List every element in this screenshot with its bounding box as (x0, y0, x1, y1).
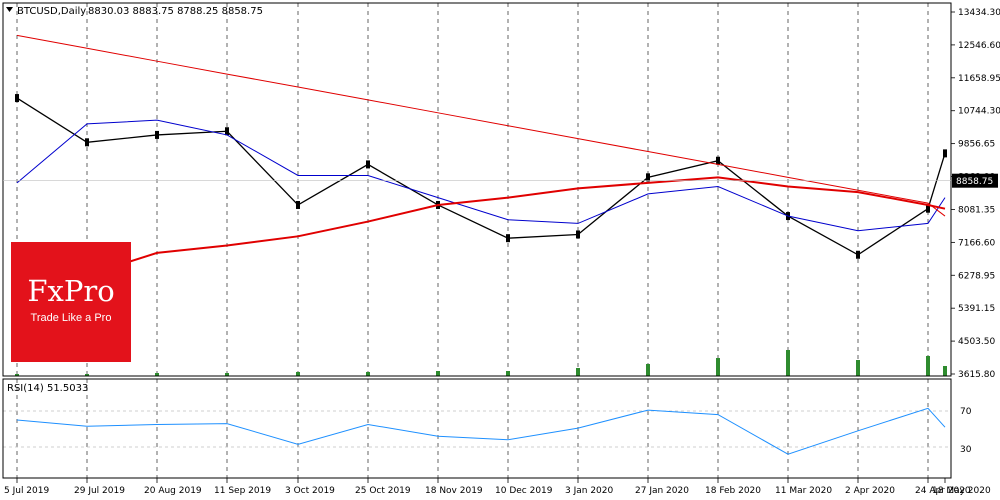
symbol-label: BTCUSD,Daily (17, 6, 86, 17)
series-rsi (16, 407, 946, 455)
date-tick-label: 5 Jul 2019 (4, 486, 49, 496)
brand-name: FxPro (27, 274, 115, 308)
price-point (155, 130, 159, 139)
volume-bar (155, 373, 159, 376)
price-point (943, 149, 947, 158)
current-price-value: 8858.75 (956, 177, 993, 187)
series-moving-average-slow (16, 176, 946, 304)
volume-bar (85, 374, 89, 376)
price-point (225, 127, 229, 136)
date-axis: 5 Jul 2019 29 Jul 2019 20 Aug 2019 11 Sep 2… (4, 478, 991, 496)
main-pane-frame (2, 2, 952, 377)
price-tick-label: 13434.30 (958, 8, 1000, 18)
price-tick-label: 4503.50 (958, 337, 995, 347)
rsi-pane-frame (2, 378, 952, 479)
date-tick-label: 3 Jan 2020 (565, 486, 613, 496)
price-point (296, 200, 300, 209)
volume-bar (856, 360, 860, 376)
price-point (856, 250, 860, 259)
price-tick-label: 11658.95 (958, 74, 1000, 84)
volume-bar (436, 371, 440, 376)
price-axis: 13434.30 12546.60 11658.95 10744.30 9856.65 8… (3, 8, 1000, 380)
price-tick-label: 3615.80 (958, 370, 995, 380)
rsi-level-30: 30 (960, 445, 972, 455)
current-price-badge (952, 173, 998, 188)
price-point (85, 138, 89, 147)
volume-bar (296, 372, 300, 376)
series-moving-average-fast (16, 119, 946, 232)
volume-bar (716, 358, 720, 376)
price-tick-label: 5391.15 (958, 304, 995, 314)
rsi-series (3, 407, 951, 455)
date-tick-label: 20 Aug 2019 (144, 486, 202, 496)
series-trendline (16, 34, 946, 217)
date-tick-label: 11 Sep 2019 (214, 486, 271, 496)
chart-grid (16, 3, 929, 478)
volume-bar (786, 350, 790, 376)
date-tick-label: 18 Nov 2019 (425, 486, 483, 496)
date-tick-label: 3 Oct 2019 (285, 486, 335, 496)
volume-bar (576, 368, 580, 376)
date-tick-label: 25 Oct 2019 (355, 486, 411, 496)
volume-bar (15, 374, 19, 376)
price-point (15, 94, 19, 103)
rsi-label: RSI(14) 51.5033 (7, 383, 88, 394)
ohlc-readout: 8830.03 8883.75 8788.25 8858.75 (88, 6, 263, 17)
price-tick-label: 7166.60 (958, 238, 995, 248)
price-tick-label: 8081.35 (958, 205, 995, 215)
date-tick-label: 18 Feb 2020 (705, 486, 761, 496)
price-tick-label: 10744.30 (958, 107, 1000, 117)
date-tick-label: 29 Jul 2019 (74, 486, 125, 496)
price-point (646, 173, 650, 182)
price-tick-label: 9856.65 (958, 140, 995, 150)
brand-tagline: Trade Like a Pro (30, 312, 112, 324)
date-tick-label: 27 Jan 2020 (635, 486, 689, 496)
volume-bar (225, 373, 229, 376)
date-tick-label: 10 Dec 2019 (495, 486, 553, 496)
price-point (576, 230, 580, 239)
price-series (15, 34, 947, 376)
volume-bar (646, 364, 650, 376)
rsi-level-70: 70 (960, 407, 972, 417)
date-tick-label: 2 Apr 2020 (845, 486, 895, 496)
price-point (506, 234, 510, 243)
date-tick-label: 24 Apr 2020 (915, 486, 971, 496)
date-tick-label: 18 May 2020 (932, 486, 991, 496)
price-point (716, 156, 720, 165)
date-tick-label: 11 Mar 2020 (775, 486, 832, 496)
price-tick-label: 12546.60 (958, 41, 1000, 51)
volume-bar (943, 366, 947, 376)
price-tick-label: 6278.95 (958, 271, 995, 281)
volume-bar (926, 356, 930, 376)
price-point (366, 160, 370, 169)
fxpro-logo: FxPro Trade Like a Pro (11, 242, 131, 362)
collapse-triangle-icon[interactable] (6, 7, 13, 12)
volume-bar (366, 372, 370, 376)
price-point (926, 204, 930, 213)
volume-bar (506, 371, 510, 376)
